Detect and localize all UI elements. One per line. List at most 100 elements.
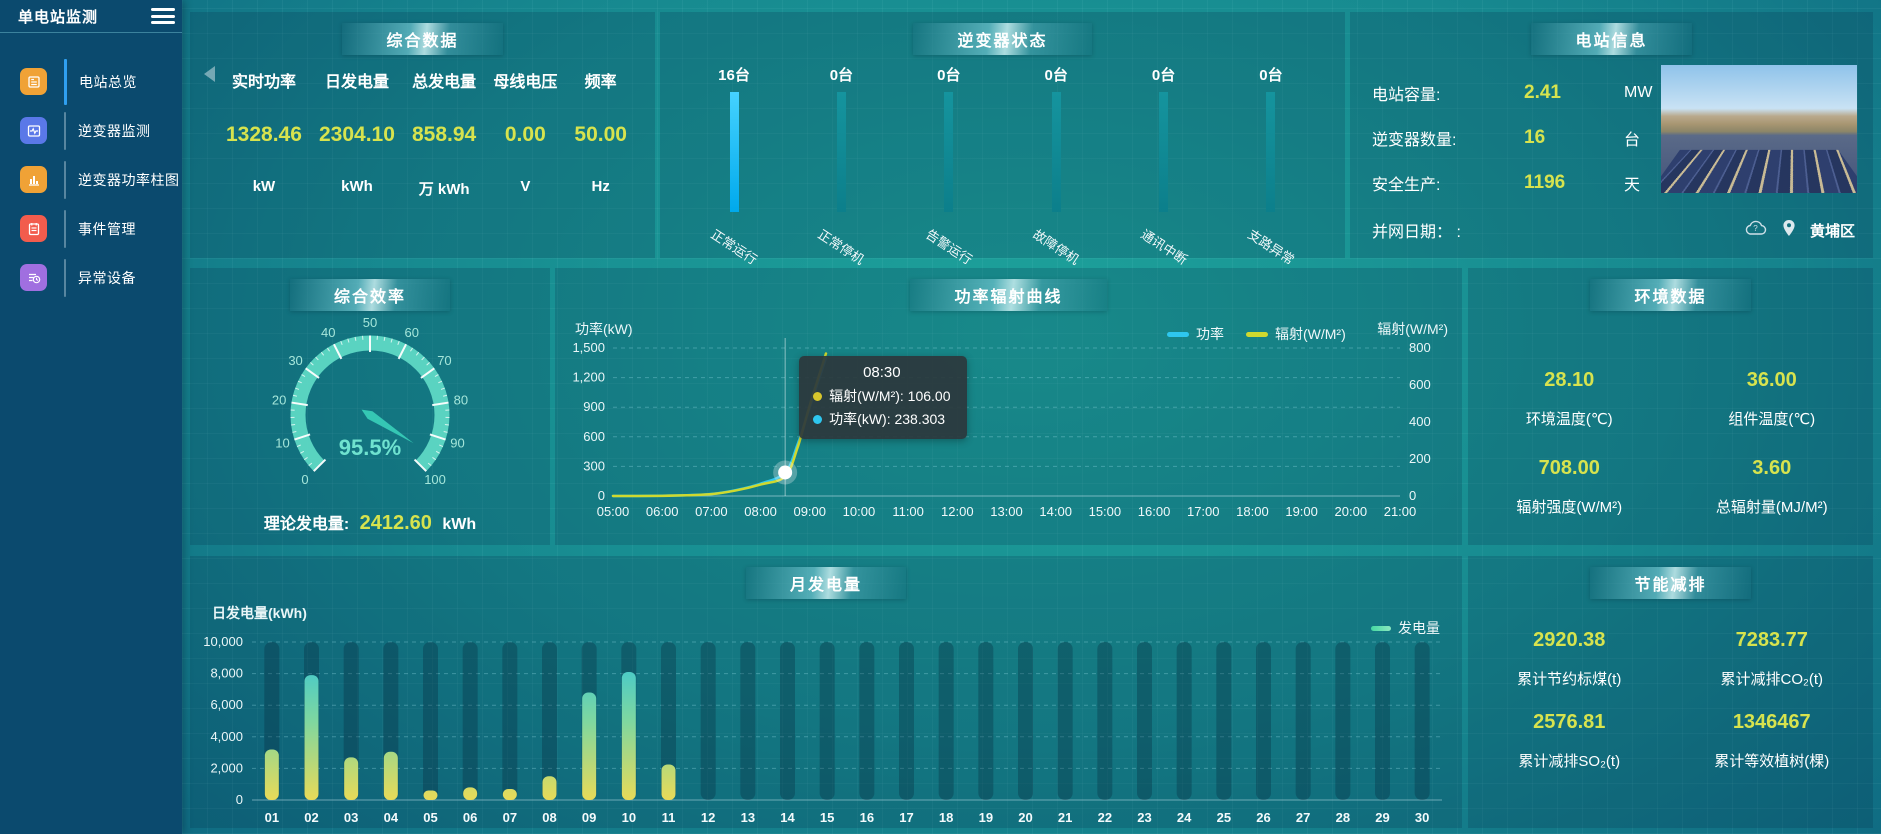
gauge-minor-tick [292, 430, 297, 433]
gauge-tick-label: 20 [272, 393, 286, 408]
location-name[interactable]: 黄埔区 [1809, 222, 1855, 240]
gauge-minor-tick [397, 340, 400, 345]
power-bar-chart-icon [20, 166, 47, 193]
gauge-minor-tick [292, 394, 297, 397]
metric-value: 36.00 [1746, 369, 1797, 391]
x-axis-tick-label: 03 [344, 810, 358, 825]
metric-item: 7283.77 累计减排CO₂(t) [1671, 629, 1874, 689]
metric-label: 日发电量 [324, 74, 389, 91]
bar-track [1295, 642, 1311, 800]
info-row-unit: 天 [1624, 176, 1641, 194]
info-row-label: 电站容量: [1372, 86, 1441, 104]
panel-environment: 环境数据 28.10 环境温度(℃) 36.00 组件温度(℃) 708.00 辐射强度(… [1468, 268, 1873, 545]
x-axis-tick-label: 30 [1415, 810, 1429, 825]
location-pin-icon[interactable] [1782, 219, 1796, 242]
x-axis-tick-label: 02 [304, 810, 318, 825]
gauge-tick-label: 10 [275, 435, 289, 450]
summary-metric: 总发电量 858.94 万 kWh [412, 68, 476, 199]
x-axis-tick-label: 09:00 [793, 504, 826, 519]
sidebar-item-4[interactable]: 事件管理 [0, 204, 182, 253]
metric-unit: kW [252, 178, 276, 195]
theoretical-energy-unit: kWh [442, 516, 477, 533]
bar-value [542, 776, 557, 800]
y-axis-tick-label: 8,000 [210, 666, 243, 681]
inverter-status-count: 0台 [1259, 67, 1283, 84]
power-curve-legend: 功率 辐射(W/M²) [1167, 324, 1346, 344]
gauge-minor-tick [440, 387, 445, 390]
sidebar-item-3[interactable]: 逆变器功率柱图 [0, 155, 182, 204]
gauge-minor-tick [410, 347, 414, 352]
metric-label: 累计节约标煤(t) [1517, 671, 1622, 688]
sidebar-item-1[interactable]: 电站总览 [0, 57, 182, 106]
bar-track [899, 642, 914, 800]
bar-value [304, 675, 319, 800]
bar-track [1375, 642, 1390, 800]
metric-label: 环境温度(℃) [1525, 411, 1613, 428]
legend-item[interactable]: 发电量 [1371, 618, 1440, 638]
gauge-minor-tick [326, 347, 330, 352]
metric-item: 2920.38 累计节约标煤(t) [1468, 629, 1671, 689]
gauge-minor-tick [320, 351, 325, 356]
metric-value: 858.94 [412, 123, 477, 146]
x-axis-tick-label: 06 [463, 810, 477, 825]
right-axis-tick-label: 600 [1409, 377, 1431, 392]
gauge-minor-tick [301, 374, 306, 377]
inverter-status-label: 告警运行 [922, 226, 975, 268]
x-axis-tick-label: 17:00 [1187, 504, 1220, 519]
tooltip-row: 辐射(W/M²): 106.00 [813, 386, 951, 406]
info-row-value: 2.41 [1524, 81, 1561, 103]
x-axis-tick-label: 24 [1177, 810, 1192, 825]
tooltip-time: 08:30 [863, 364, 901, 381]
panel-title-power-curve: 功率辐射曲线 [910, 279, 1107, 311]
sidebar-item-2[interactable]: 逆变器监测 [0, 106, 182, 155]
bar-track [740, 642, 756, 800]
gauge-major-tick [429, 433, 446, 441]
metric-value: 28.10 [1544, 369, 1595, 391]
gauge-major-tick [432, 401, 449, 407]
metric-label: 总发电量 [412, 74, 477, 91]
legend-label: 发电量 [1398, 620, 1440, 636]
metric-label: 总辐射量(MJ/M²) [1715, 499, 1828, 516]
inverter-status-column: 0台 正常停机 [793, 64, 889, 267]
bar-track [1414, 642, 1430, 800]
x-axis-tick-label: 14 [780, 810, 795, 825]
gauge-minor-tick [426, 362, 430, 366]
x-axis-tick-label: 29 [1375, 810, 1389, 825]
summary-metric: 频率 50.00 Hz [574, 68, 627, 199]
summary-metric: 日发电量 2304.10 kWh [319, 68, 395, 199]
bar-track [423, 642, 438, 800]
gauge-minor-tick [435, 450, 440, 454]
x-axis-tick-label: 15 [820, 810, 834, 825]
sidebar-item-5[interactable]: 异常设备 [0, 253, 182, 302]
sidebar-collapse-icon[interactable] [204, 66, 215, 82]
y-axis-tick-label: 2,000 [210, 760, 243, 775]
weather-cloud-icon[interactable]: ? [1744, 220, 1768, 241]
legend-item[interactable]: 辐射(W/M²) [1246, 324, 1346, 344]
metric-value: 2920.38 [1533, 629, 1606, 651]
left-axis-tick-label: 600 [583, 429, 605, 444]
sidebar-item-separator [64, 58, 67, 105]
bar-value [264, 749, 279, 800]
bar-track [1097, 642, 1113, 800]
power-radiation-line-chart[interactable]: 0 300 600 900 1,200 1,500 0 200 400 600 800 05:00 06… [555, 268, 1462, 545]
inverter-status-count: 0台 [937, 67, 961, 84]
x-axis-tick-label: 05:00 [597, 504, 630, 519]
metric-label: 累计等效植树(棵) [1714, 753, 1830, 770]
x-axis-tick-label: 27 [1296, 810, 1310, 825]
gauge-minor-tick [297, 380, 302, 384]
theoretical-energy-value: 2412.60 [359, 512, 432, 534]
info-row-value: 16 [1524, 126, 1546, 148]
y-axis-tick-label: 0 [236, 792, 243, 807]
gauge-major-tick [305, 367, 320, 379]
legend-item[interactable]: 功率 [1167, 324, 1224, 344]
monthly-energy-bar-chart[interactable]: 0 2,000 4,000 6,000 8,000 10,000 日发电量(kWh) 01 02… [190, 556, 1462, 828]
metric-value: 50.00 [574, 123, 627, 146]
x-axis-tick-label: 21 [1058, 810, 1072, 825]
tooltip-series-dot [813, 391, 823, 401]
gauge-minor-tick [415, 351, 420, 356]
right-axis-tick-label: 800 [1409, 340, 1431, 355]
hamburger-menu-icon[interactable] [150, 6, 176, 26]
summary-metric: 实时功率 1328.46 kW [226, 68, 302, 199]
metric-item: 2576.81 累计减排SO₂(t) [1468, 711, 1671, 771]
station-info-row: 安全生产: 1196 天 [1372, 160, 1857, 205]
